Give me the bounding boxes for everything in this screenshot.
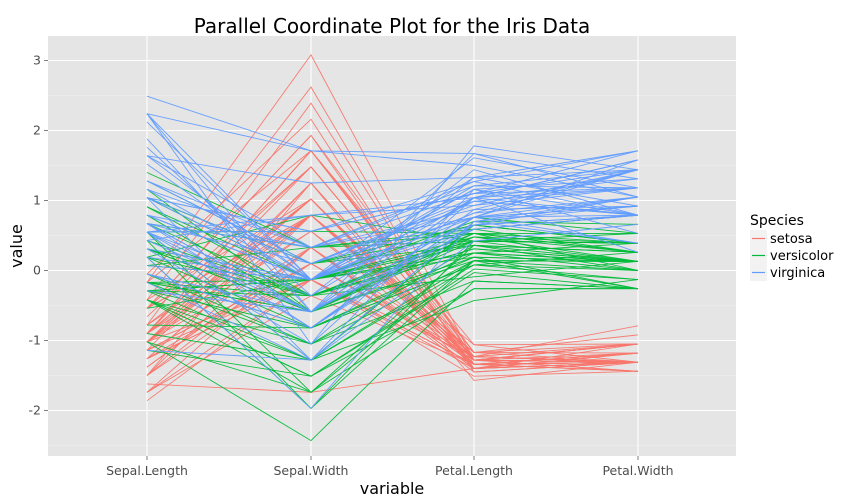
series-line-virginica <box>146 113 639 180</box>
series-line-setosa <box>146 279 639 365</box>
y-tick-label: 0 <box>33 263 41 278</box>
series-line-virginica <box>146 150 639 232</box>
series-line-versicolor <box>146 252 639 283</box>
y-axis-title: value <box>7 224 26 268</box>
series-line-virginica <box>146 95 639 198</box>
series-line-setosa <box>146 230 639 353</box>
x-axis-title: variable <box>360 479 425 498</box>
x-axis-ticks: Sepal.Length Sepal.Width Petal.Length Petal… <box>106 456 674 478</box>
series-line-virginica <box>146 216 639 313</box>
series-line-setosa <box>146 279 639 402</box>
series-line-versicolor <box>146 280 639 345</box>
chart-title: Parallel Coordinate Plot for the Iris Da… <box>194 14 591 38</box>
legend-title: Species <box>750 213 804 229</box>
series-line-setosa <box>146 182 639 372</box>
series-line-virginica <box>146 159 639 264</box>
legend-label-versicolor: versicolor <box>770 249 834 264</box>
y-tick-label: 3 <box>33 53 41 68</box>
series-line-virginica <box>146 169 639 264</box>
series-line-versicolor <box>146 279 639 361</box>
series-line-virginica <box>146 205 639 361</box>
series-line-versicolor <box>146 272 639 377</box>
y-tick-label: -1 <box>29 333 41 348</box>
series-line-virginica <box>146 221 639 410</box>
series-line-versicolor <box>146 256 639 313</box>
series-line-virginica <box>146 196 639 281</box>
series-line-versicolor <box>146 240 639 309</box>
series-virginica <box>146 95 639 410</box>
series-line-versicolor <box>146 260 639 361</box>
x-tick-label: Petal.Width <box>602 463 673 478</box>
y-tick-label: 2 <box>33 123 41 138</box>
series-line-setosa <box>146 150 639 354</box>
series-line-virginica <box>146 214 639 281</box>
legend: Species setosa versicolor virginica <box>750 213 834 281</box>
series-line-versicolor <box>146 231 639 393</box>
series-line-virginica <box>146 113 639 281</box>
series-line-virginica <box>146 169 639 241</box>
x-tick-label: Sepal.Length <box>106 463 188 478</box>
series-line-virginica <box>146 155 639 248</box>
series-line-setosa <box>146 198 639 358</box>
legend-label-setosa: setosa <box>770 232 813 247</box>
series-line-setosa <box>146 246 639 393</box>
series-line-virginica <box>146 214 639 281</box>
legend-label-virginica: virginica <box>770 266 825 281</box>
x-tick-label: Petal.Length <box>435 463 513 478</box>
series-line-setosa <box>146 230 639 365</box>
series-line-versicolor <box>146 288 638 393</box>
series-line-virginica <box>146 121 639 281</box>
x-tick-label: Sepal.Width <box>274 463 349 478</box>
y-tick-label: 1 <box>33 193 41 208</box>
series-line-setosa <box>146 246 639 373</box>
series-line-versicolor <box>146 244 639 345</box>
series-line-virginica <box>146 188 639 361</box>
y-tick-label: -2 <box>29 403 41 418</box>
series-line-setosa <box>146 166 639 363</box>
series-line-virginica <box>146 150 639 184</box>
series-line-virginica <box>146 205 639 329</box>
y-axis-ticks: -2 -1 0 1 2 3 <box>29 53 48 418</box>
series-line-virginica <box>146 214 639 281</box>
series-line-virginica <box>146 169 639 248</box>
series-line-virginica <box>146 200 639 264</box>
data-lines <box>146 54 639 442</box>
